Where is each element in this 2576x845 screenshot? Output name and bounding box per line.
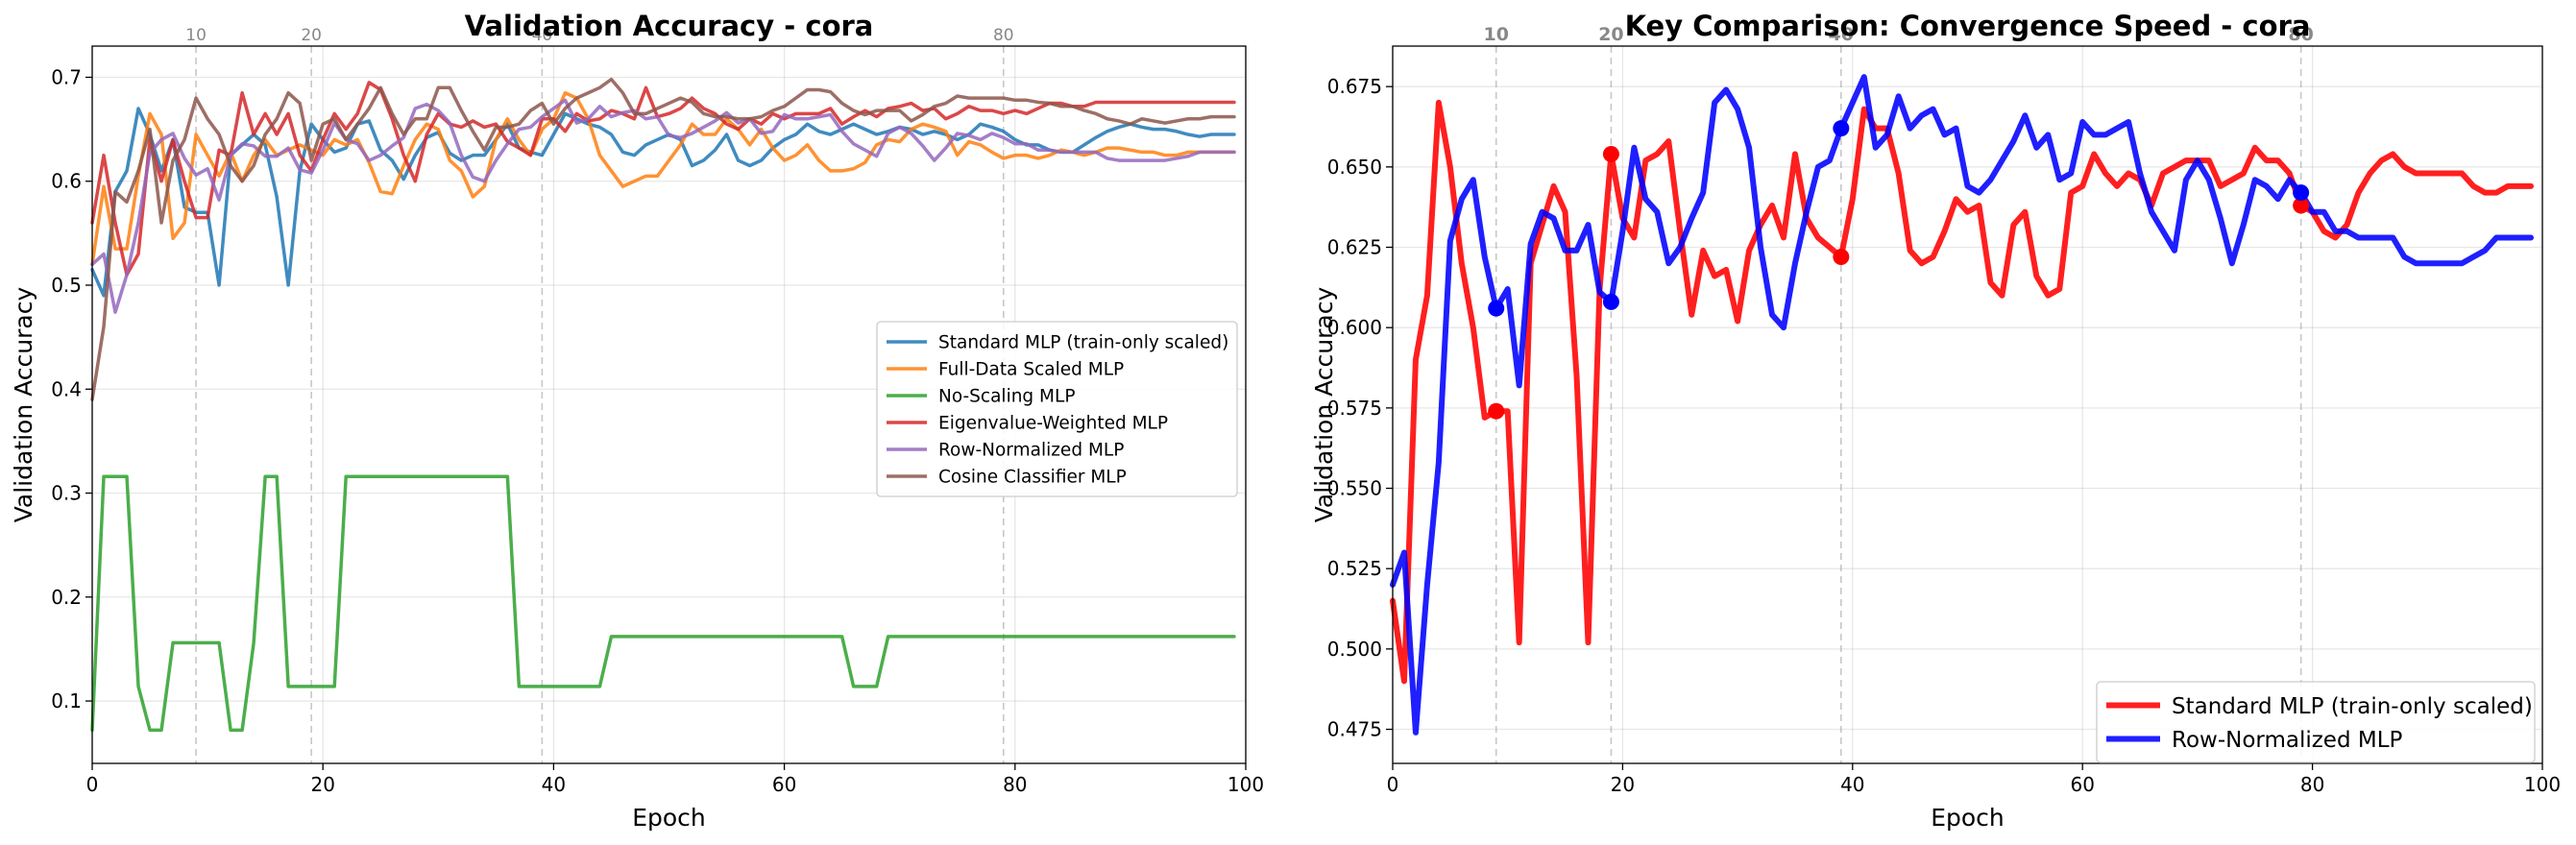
x-tick-label: 0 [86,773,99,796]
epoch-marker-label: 20 [301,26,322,45]
legend-label: No-Scaling MLP [938,387,1075,407]
x-tick-label: 20 [1611,773,1635,796]
chart-title: Key Comparison: Convergence Speed - cora [1625,10,2311,42]
legend: Standard MLP (train-only scaled) Row-Norm… [2097,682,2535,762]
y-tick-label: 0.3 [51,482,82,505]
x-tick-label: 0 [1387,773,1399,796]
epoch-marker-label: 10 [185,26,207,45]
y-tick-label: 0.500 [1327,638,1382,661]
epoch-marker-label: 20 [1598,24,1623,45]
x-axis-label: Epoch [1931,804,2005,832]
series-marker [1488,301,1504,317]
y-tick-label: 0.2 [51,586,82,609]
legend-label: Cosine Classifier MLP [938,468,1127,488]
x-axis-label: Epoch [632,804,706,832]
x-tick-label: 100 [2524,773,2561,796]
x-tick-label: 80 [2300,773,2324,796]
legend-label: Row-Normalized MLP [2172,728,2403,753]
legend-label: Standard MLP (train-only scaled) [938,333,1228,353]
x-tick-label: 100 [1227,773,1264,796]
epoch-marker-label: 80 [993,26,1014,45]
y-tick-label: 0.525 [1327,557,1382,580]
series-marker [2293,184,2309,201]
epoch-marker-label: 10 [1484,24,1509,45]
chart-title: Validation Accuracy - cora [465,10,874,42]
y-tick-label: 0.625 [1327,236,1382,259]
y-tick-label: 0.650 [1327,156,1382,179]
legend: Standard MLP (train-only scaled) Full-Dat… [877,322,1237,496]
x-tick-label: 40 [1840,773,1864,796]
x-tick-label: 60 [772,773,796,796]
legend-label: Standard MLP (train-only scaled) [2172,694,2533,719]
legend-label: Row-Normalized MLP [938,441,1124,461]
series-marker [1488,403,1504,420]
y-tick-label: 0.5 [51,274,82,297]
x-tick-label: 20 [310,773,334,796]
y-tick-label: 0.475 [1327,718,1382,741]
series-marker [1603,294,1619,310]
y-tick-label: 0.6 [51,170,82,193]
y-tick-label: 0.1 [51,689,82,712]
series-marker [1603,146,1619,162]
y-axis-label: Validation Accuracy [1310,287,1338,523]
legend-label: Full-Data Scaled MLP [938,360,1124,380]
y-tick-label: 0.4 [51,377,82,400]
series-marker [1833,249,1849,265]
x-tick-label: 40 [542,773,566,796]
y-tick-label: 0.675 [1327,75,1382,98]
x-tick-label: 80 [1003,773,1027,796]
legend-label: Eigenvalue-Weighted MLP [938,414,1168,434]
series-marker [1833,120,1849,136]
y-tick-label: 0.7 [51,65,82,88]
y-axis-label: Validation Accuracy [10,287,37,523]
x-tick-label: 60 [2070,773,2094,796]
